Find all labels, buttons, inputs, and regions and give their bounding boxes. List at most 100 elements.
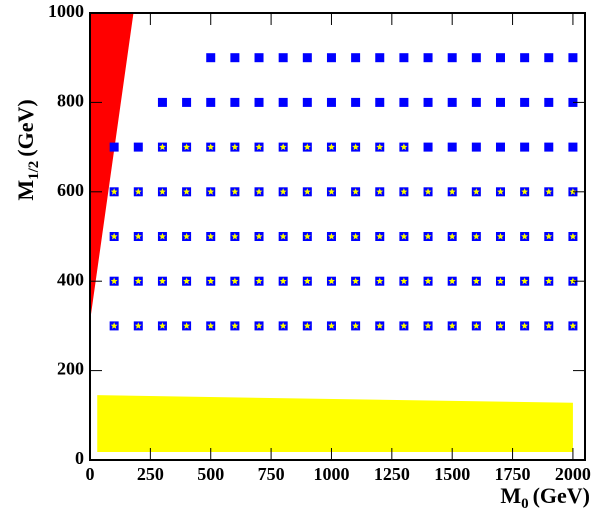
star-marker — [545, 232, 553, 240]
square-marker — [326, 53, 336, 63]
square-marker — [351, 53, 361, 63]
star-marker — [231, 188, 239, 195]
star-marker — [110, 188, 118, 195]
star-marker — [183, 232, 191, 240]
star-marker — [569, 322, 577, 329]
star-marker — [472, 277, 480, 285]
square-marker — [375, 97, 385, 107]
star-marker — [255, 232, 263, 240]
y-tick-label: 800 — [57, 91, 84, 111]
star-marker — [352, 277, 360, 285]
star-marker — [207, 188, 215, 195]
x-tick-label: 1500 — [434, 464, 470, 484]
star-marker — [521, 277, 529, 285]
square-marker — [495, 53, 505, 63]
square-marker — [302, 53, 312, 63]
x-tick-label: 750 — [258, 464, 285, 484]
star-marker — [207, 232, 215, 240]
star-marker — [255, 143, 263, 151]
y-label-main: M — [13, 180, 38, 201]
square-marker — [447, 53, 457, 63]
x-label-sub: 0 — [521, 496, 529, 512]
star-marker — [231, 232, 239, 240]
star-marker — [521, 232, 529, 240]
square-marker — [254, 97, 264, 107]
plot-frame — [89, 12, 586, 461]
star-marker — [400, 143, 408, 151]
star-marker — [569, 277, 577, 285]
star-marker — [400, 188, 408, 195]
x-tick-label: 1750 — [495, 464, 531, 484]
star-marker — [231, 322, 239, 329]
star-marker — [376, 143, 384, 151]
star-marker — [376, 322, 384, 329]
star-marker — [352, 232, 360, 240]
star-marker — [231, 277, 239, 285]
square-marker — [230, 97, 240, 107]
star-marker — [110, 277, 118, 285]
star-marker — [328, 322, 335, 329]
square-marker — [109, 142, 119, 152]
star-marker — [352, 322, 360, 329]
star-marker — [183, 143, 191, 151]
square-marker — [495, 97, 505, 107]
star-marker — [303, 143, 311, 151]
square-marker — [568, 142, 578, 152]
star-marker — [472, 188, 480, 195]
y-tick-label: 400 — [57, 269, 84, 289]
star-marker — [472, 232, 480, 240]
star-marker — [545, 322, 553, 329]
square-marker — [230, 53, 240, 63]
y-tick-label: 600 — [57, 180, 84, 200]
star-marker — [424, 188, 432, 195]
star-marker — [424, 232, 432, 240]
square-marker — [399, 53, 409, 63]
y-label-unit: (GeV) — [13, 99, 38, 156]
x-tick-label: 2000 — [555, 464, 591, 484]
star-marker — [255, 188, 263, 195]
star-marker — [207, 277, 215, 285]
star-marker — [159, 232, 166, 240]
square-marker — [182, 97, 192, 107]
square-marker — [133, 142, 143, 152]
star-marker — [521, 188, 529, 195]
x-tick-label: 1000 — [313, 464, 349, 484]
star-marker — [303, 277, 311, 285]
square-marker — [520, 53, 530, 63]
x-label-unit: (GeV) — [533, 483, 590, 508]
star-marker — [497, 322, 504, 329]
square-marker — [544, 97, 554, 107]
star-marker — [207, 143, 215, 151]
star-marker — [569, 188, 577, 195]
star-marker — [521, 322, 529, 329]
square-marker — [447, 97, 457, 107]
star-marker — [159, 277, 166, 285]
square-marker — [399, 97, 409, 107]
star-marker — [255, 322, 263, 329]
square-marker — [423, 142, 433, 152]
star-marker — [472, 322, 480, 329]
star-marker — [569, 232, 577, 240]
star-marker — [159, 143, 166, 151]
x-axis-label: M0 (GeV) — [500, 483, 590, 512]
star-marker — [279, 322, 287, 329]
square-marker — [568, 53, 578, 63]
square-marker — [302, 97, 312, 107]
star-marker — [448, 188, 456, 195]
star-marker — [400, 322, 408, 329]
star-marker — [279, 188, 287, 195]
square-marker — [351, 97, 361, 107]
square-marker — [544, 142, 554, 152]
square-marker — [278, 53, 288, 63]
square-marker — [423, 97, 433, 107]
square-marker — [157, 97, 167, 107]
star-marker — [134, 232, 142, 240]
star-marker — [279, 143, 287, 151]
star-marker — [279, 232, 287, 240]
square-marker — [471, 142, 481, 152]
star-marker — [110, 232, 118, 240]
x-tick-label: 1250 — [374, 464, 410, 484]
star-marker — [303, 322, 311, 329]
square-marker — [278, 97, 288, 107]
